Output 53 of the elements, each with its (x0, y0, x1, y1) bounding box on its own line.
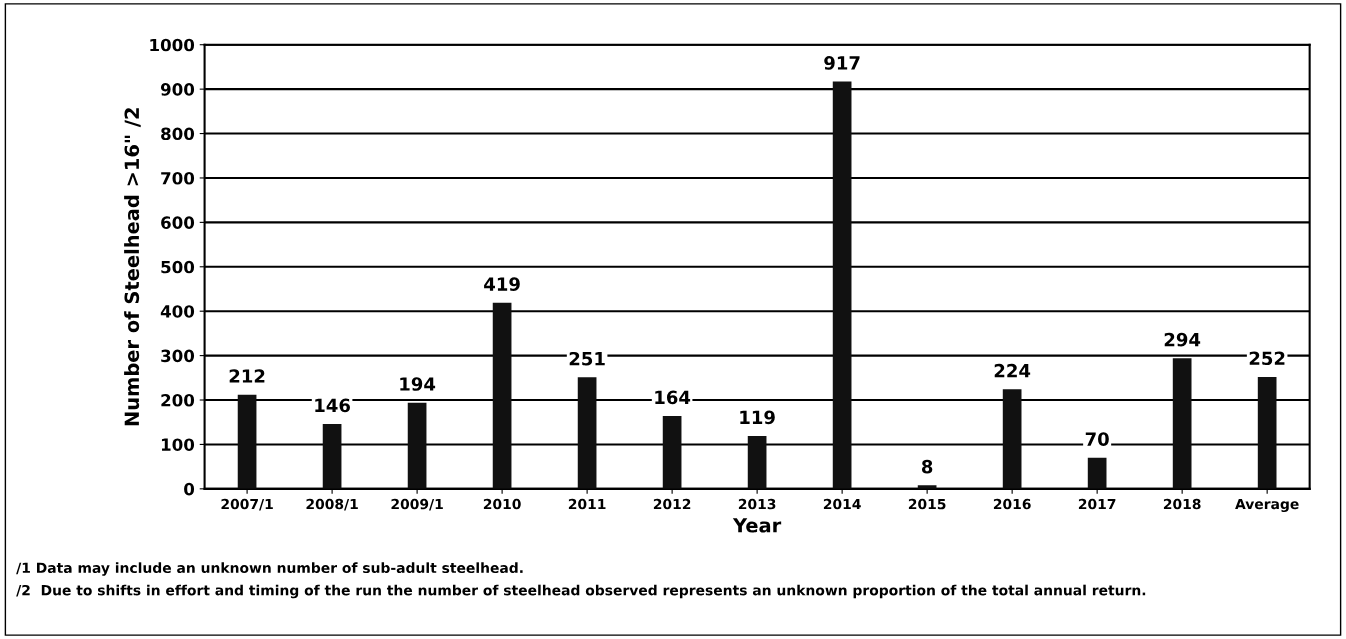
x-tick-label: 2009/1 (391, 498, 443, 511)
x-tick-label: 2014 (823, 498, 861, 510)
y-tick-label: 600 (161, 216, 195, 229)
bar (747, 435, 767, 489)
bar (492, 302, 512, 489)
y-tick-label: 200 (161, 393, 195, 407)
data-label: 294 (1164, 332, 1201, 347)
data-label: 252 (1249, 351, 1285, 366)
x-tick-label: 2015 (908, 498, 946, 510)
data-label: 251 (569, 351, 605, 366)
bar (577, 377, 597, 489)
x-tick-label: Average (1235, 498, 1299, 512)
data-label: 146 (315, 398, 350, 413)
x-tick-label: 2018 (1163, 498, 1201, 510)
bar (407, 402, 427, 489)
bar (237, 394, 257, 489)
y-tick-label: 100 (161, 438, 195, 451)
bar (1087, 457, 1107, 489)
bar (1257, 376, 1277, 489)
text: /2 Due to shifts in effort and timing of the run the number of steelhead observed represents an unknown proportion of the total annual return. (16, 584, 1146, 599)
data-label: 70 (1085, 432, 1109, 446)
x-tick-label: 2010 (483, 498, 521, 510)
data-label: 164 (655, 390, 691, 405)
y-tick-label: 300 (161, 349, 195, 363)
y-tick-label: 0 (184, 482, 195, 496)
x-tick-label: 2008/1 (306, 498, 358, 511)
y-tick-label: 700 (161, 171, 195, 185)
x-tick-label: 2011 (568, 498, 606, 510)
x-tick-label: 2017 (1078, 498, 1116, 510)
y-tick-label: 800 (161, 127, 195, 141)
bar (832, 81, 852, 489)
x-tick-label: 2016 (993, 498, 1031, 510)
bar (322, 424, 342, 489)
bar (1172, 358, 1192, 489)
data-label: 119 (740, 410, 775, 425)
x-tick-label: 2007/1 (221, 498, 273, 511)
y-axis-title: Number of Steelhead >16" /2 (124, 108, 141, 426)
data-label: 419 (484, 277, 520, 291)
x-tick-label: 2013 (738, 498, 776, 510)
text: /1 Data may include an unknown number of sub-adult steelhead. (16, 562, 523, 576)
y-tick-label: 500 (161, 260, 195, 274)
data-label: 224 (994, 363, 1031, 378)
y-tick-label: 400 (160, 305, 195, 318)
data-label: 212 (229, 369, 265, 383)
data-label: 8 (921, 459, 933, 474)
bar (662, 416, 682, 489)
x-tick-label: 2012 (653, 498, 691, 510)
data-label: 194 (400, 377, 436, 391)
y-tick-label: 900 (160, 83, 195, 96)
x-axis-title: Year (732, 518, 782, 533)
y-tick-label: 1000 (150, 38, 195, 52)
data-label: 917 (824, 56, 860, 70)
bar (1002, 389, 1022, 489)
